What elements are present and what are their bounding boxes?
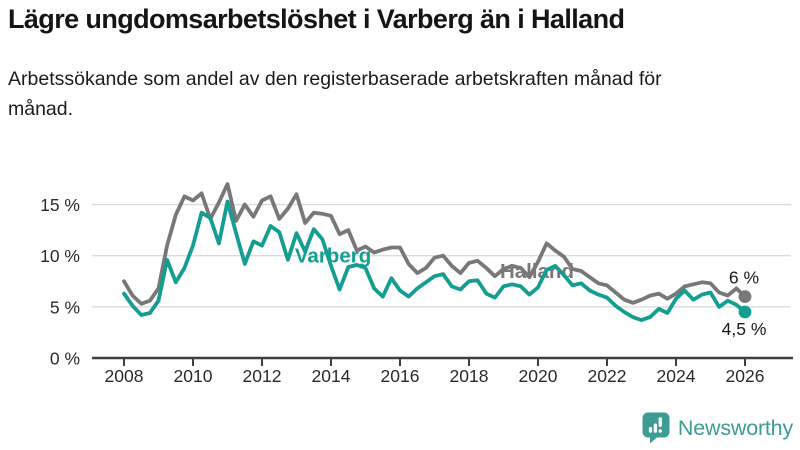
end-value-label-varberg: 4,5 % xyxy=(722,319,767,339)
x-tick-label: 2026 xyxy=(726,366,765,386)
y-tick-label: 5 % xyxy=(50,297,80,317)
end-value-label-halland: 6 % xyxy=(729,268,759,288)
chart-title: Lägre ungdomsarbetslöshet i Varberg än i… xyxy=(8,4,625,34)
y-tick-label: 15 % xyxy=(40,195,80,215)
y-tick-label: 10 % xyxy=(40,246,80,266)
chart-subtitle: Arbetssökande som andel av den registerb… xyxy=(8,68,662,120)
series-label-varberg: Varberg xyxy=(295,245,371,268)
x-tick-label: 2016 xyxy=(381,366,420,386)
x-tick-label: 2020 xyxy=(519,366,558,386)
series-line-varberg xyxy=(122,199,747,323)
brand-footer: Newsworthy xyxy=(642,412,793,444)
x-tick-label: 2024 xyxy=(657,366,696,386)
x-tick-label: 2018 xyxy=(450,366,489,386)
series-end-dot-halland xyxy=(738,290,752,304)
y-tick-label: 0 % xyxy=(50,349,80,369)
x-tick-label: 2012 xyxy=(243,366,282,386)
x-tick-label: 2008 xyxy=(105,366,144,386)
newsworthy-logo-icon xyxy=(642,412,670,444)
x-tick-label: 2014 xyxy=(312,366,351,386)
x-tick-label: 2010 xyxy=(174,366,213,386)
series-end-dot-varberg xyxy=(738,305,752,319)
series-line-halland xyxy=(122,182,747,306)
brand-wordmark: Newsworthy xyxy=(677,415,793,440)
x-tick-label: 2022 xyxy=(588,366,627,386)
